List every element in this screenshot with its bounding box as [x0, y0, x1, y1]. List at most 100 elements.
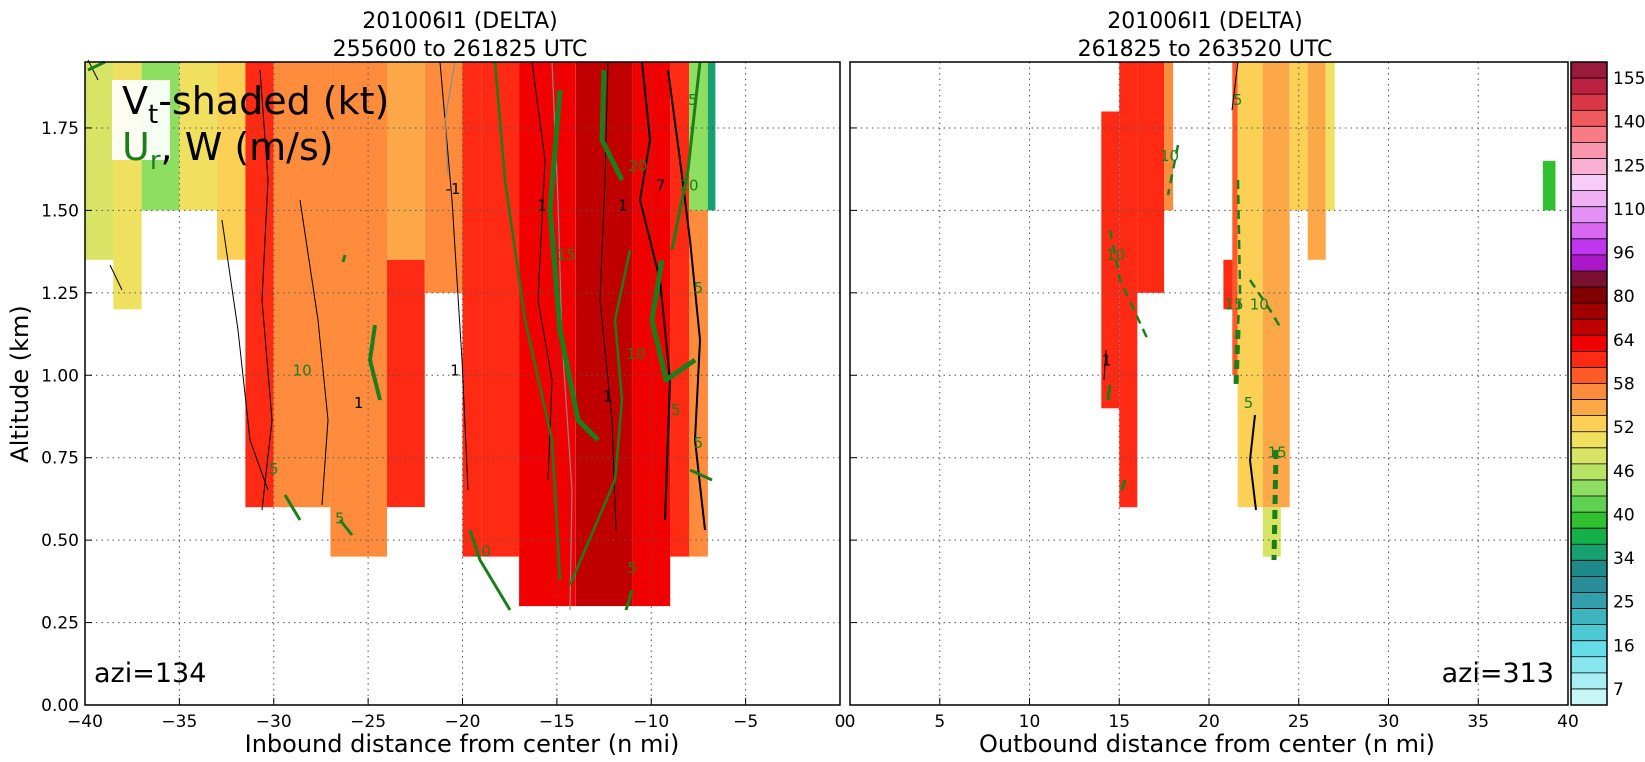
- colorbar-swatch: [1571, 672, 1607, 690]
- contour-ur-line: [493, 61, 562, 581]
- colorbar-swatch: [1571, 688, 1607, 706]
- colorbar-swatch: [1571, 592, 1607, 609]
- outbound-grid: [849, 62, 1569, 706]
- contour-ur-line: [547, 89, 600, 442]
- contour-w-line: [1103, 349, 1107, 381]
- legend-line-ur-w: Ur, W (m/s): [122, 125, 334, 176]
- colorbar-swatch: [1571, 608, 1607, 625]
- shaded-cell: [245, 62, 274, 508]
- colorbar-swatches: [1571, 62, 1607, 706]
- colorbar-tick-label: 46: [1613, 462, 1635, 482]
- contour-label: 1: [618, 196, 628, 214]
- contour-w-line: [531, 61, 553, 481]
- colorbar-swatch: [1571, 351, 1607, 368]
- colorbar-swatch: [1571, 287, 1607, 304]
- x-tick-label: 40: [1557, 712, 1579, 732]
- inbound-y-ticks: 0.00 0.25 0.50 0.75 1.00 1.25 1.50 1.75: [41, 119, 92, 716]
- x-tick-label: −15: [539, 712, 575, 732]
- legend-line-vt: Vt-shaded (kt): [122, 79, 389, 130]
- contour-w-line: [1249, 414, 1257, 511]
- colorbar-tick-label: 25: [1613, 593, 1635, 613]
- shaded-cell: [670, 62, 689, 557]
- contour-label: 15: [1268, 444, 1287, 462]
- x-tick-label: −25: [350, 712, 386, 732]
- contour-ur-line: [670, 61, 702, 251]
- colorbar-ticks: 155 140 125 110 96 80 64 58 52 46 40 34 25 16 7: [1613, 69, 1645, 700]
- colorbar-swatch: [1571, 576, 1607, 593]
- shaded-cell: [1262, 62, 1290, 508]
- colorbar-swatch: [1571, 222, 1607, 240]
- x-tick-label: 0: [835, 712, 846, 732]
- contour-ur-line: [283, 494, 354, 536]
- shaded-cell: [707, 62, 716, 211]
- colorbar-swatch: [1571, 190, 1607, 207]
- colorbar-swatch: [1571, 142, 1607, 159]
- contour-label: 7: [656, 177, 666, 195]
- x-tick-label: −40: [67, 712, 103, 732]
- colorbar-swatch: [1571, 656, 1607, 674]
- y-tick-label: 0.50: [41, 531, 79, 551]
- colorbar-swatch: [1571, 335, 1607, 352]
- colorbar-tick-label: 40: [1613, 505, 1635, 525]
- shaded-cell: [217, 62, 246, 260]
- contour-label: 10: [472, 543, 491, 561]
- y-tick-label: 0.00: [41, 696, 79, 716]
- outbound-title-line2: 261825 to 263520 UTC: [1078, 37, 1333, 62]
- shaded-cell: [1137, 62, 1165, 293]
- x-tick-label: 30: [1378, 712, 1400, 732]
- colorbar-swatch: [1571, 512, 1607, 529]
- outbound-x-axis-label: Outbound distance from center (n mi): [979, 730, 1435, 758]
- contour-ur-line: [624, 589, 634, 611]
- contour-label: 5: [628, 559, 638, 577]
- contour-label: 1: [450, 361, 460, 379]
- shaded-cell: [387, 259, 425, 508]
- colorbar-swatch: [1571, 62, 1607, 79]
- shaded-cell: [481, 62, 520, 557]
- x-tick-label: −30: [256, 712, 292, 732]
- contour-label: 5: [694, 434, 704, 452]
- contour-ur-line: [599, 69, 625, 182]
- shaded-cell: [1164, 62, 1174, 211]
- colorbar-swatch: [1571, 238, 1607, 256]
- colorbar-swatch: [1571, 110, 1607, 127]
- colorbar-swatch: [1571, 126, 1607, 143]
- x-tick-label: 35: [1467, 712, 1489, 732]
- contour-label: 20: [628, 157, 647, 175]
- legend-background: [112, 80, 170, 160]
- inbound-y-axis-label: Altitude (km): [6, 305, 34, 462]
- shaded-cell: [1237, 62, 1263, 508]
- shaded-cell: [575, 62, 633, 607]
- colorbar-swatch: [1571, 270, 1607, 288]
- y-tick-label: 1.75: [41, 119, 79, 139]
- colorbar-swatch: [1571, 463, 1607, 481]
- colorbar-swatch: [1571, 415, 1607, 433]
- colorbar-swatch: [1571, 319, 1607, 336]
- colorbar-swatch: [1571, 78, 1607, 95]
- contour-w-line: [1231, 61, 1239, 111]
- contour-label: -1: [446, 180, 461, 198]
- x-tick-label: 10: [1019, 712, 1041, 732]
- colorbar-swatch: [1571, 624, 1607, 642]
- contour-w-line: [299, 199, 329, 506]
- colorbar-swatch: [1571, 399, 1607, 416]
- shaded-cell: [462, 62, 482, 557]
- x-tick-label: −35: [161, 712, 197, 732]
- outbound-axes-frame: [849, 61, 1569, 706]
- shaded-cell: [1262, 507, 1281, 557]
- y-tick-label: 1.25: [41, 284, 79, 304]
- y-tick-label: 0.25: [41, 614, 79, 634]
- contour-ur-line: [649, 259, 697, 383]
- contour-label: 5: [1233, 91, 1243, 109]
- inbound-contour-lines: [87, 59, 713, 611]
- colorbar-tick-label: 64: [1613, 331, 1635, 351]
- x-tick-label: 20: [1198, 712, 1220, 732]
- shaded-cell: [424, 62, 463, 293]
- colorbar-swatch: [1571, 528, 1607, 545]
- colorbar-tick-label: 140: [1613, 113, 1645, 133]
- inbound-title-line1: 201006I1 (DELTA): [362, 9, 557, 34]
- colorbar-tick-label: 110: [1613, 200, 1645, 220]
- y-tick-label: 1.50: [41, 201, 79, 221]
- colorbar-swatch: [1571, 544, 1607, 561]
